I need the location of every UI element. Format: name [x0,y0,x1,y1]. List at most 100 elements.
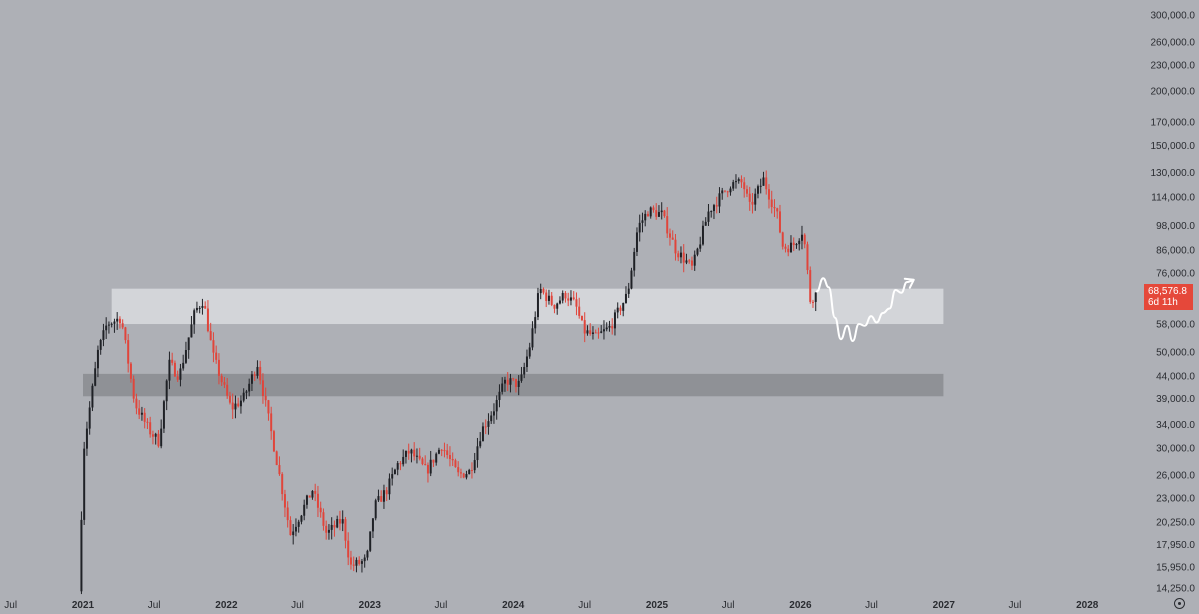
candle [605,322,608,332]
candle [682,244,685,273]
candle [239,395,242,414]
candle [327,524,330,540]
y-tick-label: 170,000.0 [1151,117,1196,128]
x-tick-label: 2021 [72,600,95,611]
candle [432,459,435,468]
candle [88,401,91,435]
candle [366,549,369,561]
candle [765,170,768,195]
candles-layer [80,170,817,595]
candle [286,501,289,528]
candle [305,494,308,509]
candle [80,511,83,595]
candle [421,457,424,466]
candle [193,308,196,334]
candle [283,489,286,518]
candle [338,510,341,531]
candle [374,498,377,521]
projection-layer [815,277,915,343]
x-axis: Jul 2021 Jul 2022 Jul 2023 Jul 2024 Jul 2025 Jul 20… [4,600,1098,611]
candle [223,376,226,389]
x-tick-label: Jul [722,600,735,611]
y-tick-label: 15,950.0 [1156,562,1195,573]
candle [124,326,127,344]
candle [140,406,143,421]
candle [179,363,182,387]
x-tick-label: 2023 [359,600,382,611]
candle [173,360,176,378]
candle [402,449,405,467]
x-tick-label: Jul [578,600,591,611]
candle [415,448,418,464]
candle [514,378,517,393]
candle [638,214,641,242]
x-tick-label: 2026 [789,600,812,611]
candle [85,421,88,456]
candle [795,243,798,249]
candle [740,175,743,188]
candle [116,312,119,330]
candle [751,193,754,214]
candle [267,399,270,421]
candle [451,452,454,467]
candle [388,473,391,500]
candle [707,203,710,227]
y-tick-label: 30,000.0 [1156,444,1195,455]
candle [135,393,138,415]
candle [630,267,633,290]
candle [773,199,776,218]
candle [360,558,363,573]
y-tick-label: 20,250.0 [1156,517,1195,528]
projection-arrowhead [903,277,915,289]
candle [314,483,317,502]
candle [253,371,256,381]
candle [622,302,625,317]
x-tick-label: 2028 [1076,600,1099,611]
candle [443,442,446,458]
candle [776,207,779,219]
candle [712,203,715,220]
x-tick-label: 2027 [933,600,956,611]
candle [591,326,594,340]
candle [484,419,487,435]
candle [619,305,622,316]
candle [349,550,352,570]
gear-icon[interactable] [1174,598,1185,609]
candle [448,446,451,467]
candle [259,360,262,385]
candle [710,210,713,218]
candle [220,373,223,387]
x-tick-label: Jul [865,600,878,611]
candle [289,516,292,536]
candle [99,338,102,355]
candle [748,186,751,211]
candle [322,508,325,531]
y-tick-label: 230,000.0 [1151,60,1196,71]
candle [770,190,773,214]
candle [721,187,724,200]
candle [627,282,630,298]
candle [798,238,801,251]
candle [699,236,702,252]
candle [572,291,575,301]
candle [729,186,732,196]
candle [542,287,545,295]
candle [358,556,361,566]
candle [157,430,160,448]
candle [404,450,407,464]
candle [171,352,174,366]
candle [206,300,209,333]
candle [264,387,267,407]
candle [754,188,757,211]
x-tick-label: Jul [148,600,161,611]
candle [567,292,570,307]
y-tick-label: 50,000.0 [1156,347,1195,358]
candle [184,341,187,364]
x-tick-label: 2022 [215,600,238,611]
candle [333,520,336,537]
candle [470,462,473,479]
candle [762,171,765,186]
candle [407,443,410,460]
candle [539,283,542,300]
